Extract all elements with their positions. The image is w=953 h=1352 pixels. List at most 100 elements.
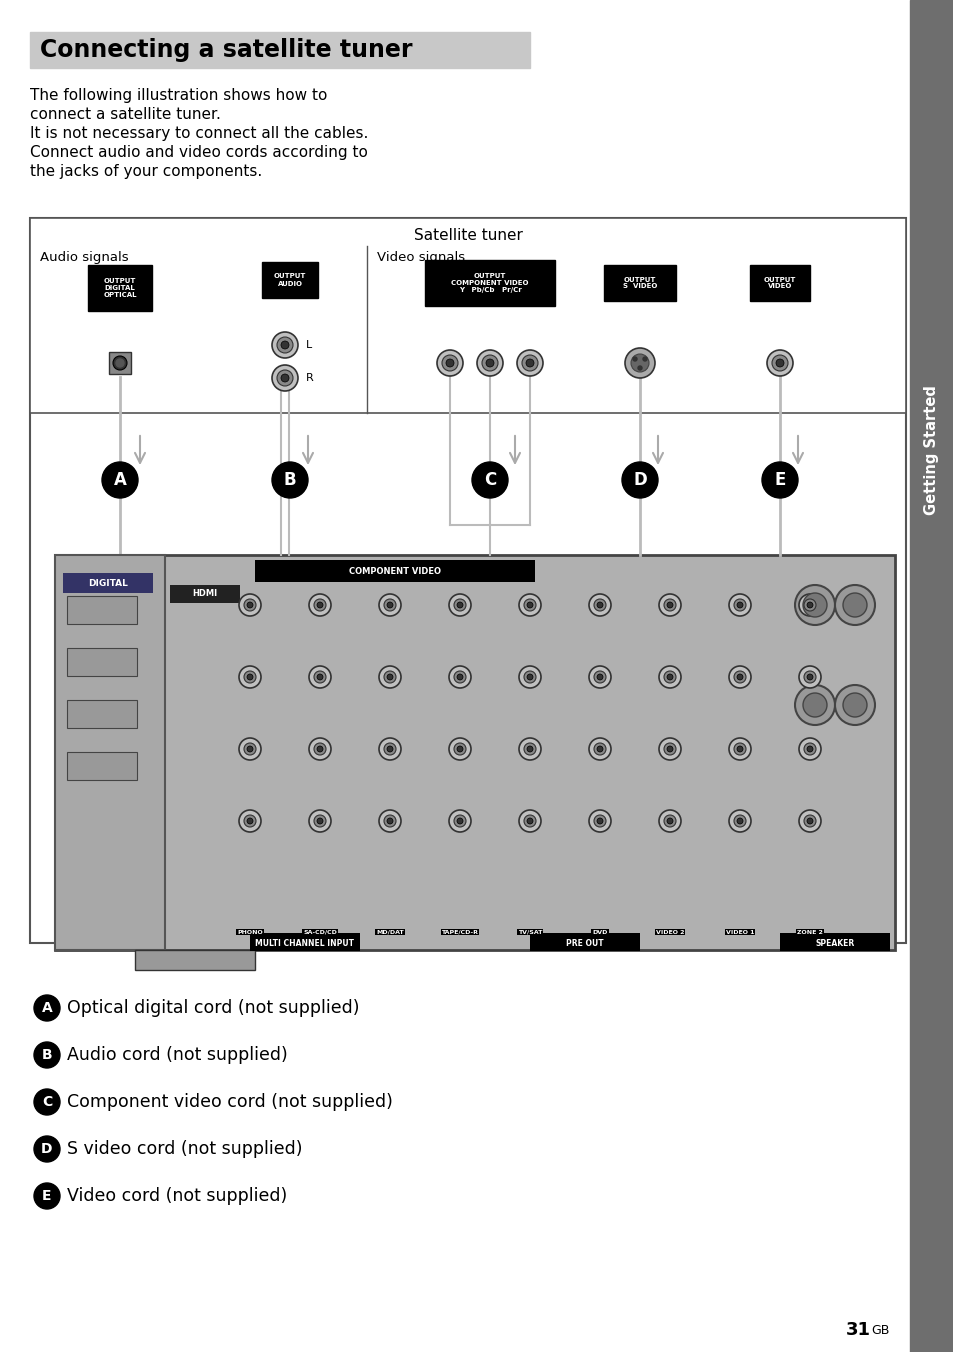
Circle shape	[456, 675, 462, 680]
Circle shape	[737, 675, 742, 680]
Circle shape	[803, 815, 815, 827]
Circle shape	[523, 599, 536, 611]
Circle shape	[728, 594, 750, 617]
Text: Connecting a satellite tuner: Connecting a satellite tuner	[40, 38, 412, 62]
Circle shape	[802, 594, 826, 617]
Circle shape	[472, 462, 507, 498]
Circle shape	[247, 675, 253, 680]
Circle shape	[384, 815, 395, 827]
Circle shape	[799, 667, 821, 688]
Text: connect a satellite tuner.: connect a satellite tuner.	[30, 107, 221, 122]
Circle shape	[803, 671, 815, 683]
Circle shape	[449, 594, 471, 617]
Circle shape	[454, 815, 465, 827]
Circle shape	[244, 744, 255, 754]
Text: Getting Started: Getting Started	[923, 385, 939, 515]
Circle shape	[659, 810, 680, 831]
Circle shape	[244, 815, 255, 827]
Bar	[67, 752, 137, 780]
Circle shape	[309, 667, 331, 688]
Circle shape	[316, 602, 323, 608]
Text: GB: GB	[870, 1324, 888, 1337]
Text: E: E	[774, 470, 785, 489]
Circle shape	[34, 1042, 60, 1068]
Text: A: A	[113, 470, 127, 489]
Circle shape	[378, 810, 400, 831]
Circle shape	[799, 594, 821, 617]
Circle shape	[518, 810, 540, 831]
Text: B: B	[283, 470, 296, 489]
Circle shape	[526, 602, 533, 608]
Circle shape	[239, 810, 261, 831]
Circle shape	[239, 738, 261, 760]
Circle shape	[588, 738, 610, 760]
Circle shape	[803, 599, 815, 611]
Text: COMPONENT VIDEO: COMPONENT VIDEO	[349, 566, 440, 576]
Circle shape	[761, 462, 797, 498]
Text: L: L	[306, 339, 312, 350]
Bar	[63, 573, 152, 594]
Circle shape	[799, 810, 821, 831]
Circle shape	[733, 744, 745, 754]
Text: S video cord (not supplied): S video cord (not supplied)	[67, 1140, 302, 1159]
Text: D: D	[41, 1142, 52, 1156]
Text: D: D	[633, 470, 646, 489]
Circle shape	[518, 594, 540, 617]
Circle shape	[247, 602, 253, 608]
Circle shape	[794, 585, 834, 625]
Text: OUTPUT
VIDEO: OUTPUT VIDEO	[763, 277, 796, 289]
Circle shape	[523, 744, 536, 754]
Circle shape	[806, 746, 812, 752]
Circle shape	[771, 356, 787, 370]
Text: 31: 31	[845, 1321, 870, 1338]
Circle shape	[728, 667, 750, 688]
Circle shape	[518, 667, 540, 688]
Circle shape	[806, 675, 812, 680]
Circle shape	[597, 818, 602, 823]
Circle shape	[733, 671, 745, 683]
Circle shape	[666, 675, 672, 680]
Circle shape	[663, 815, 676, 827]
Circle shape	[454, 599, 465, 611]
Circle shape	[314, 744, 326, 754]
Circle shape	[276, 370, 293, 387]
Bar	[530, 933, 639, 950]
Circle shape	[834, 685, 874, 725]
Circle shape	[456, 602, 462, 608]
Circle shape	[276, 337, 293, 353]
Circle shape	[272, 462, 308, 498]
Circle shape	[309, 594, 331, 617]
Text: DIGITAL: DIGITAL	[88, 579, 128, 588]
Circle shape	[247, 818, 253, 823]
Circle shape	[378, 738, 400, 760]
Text: The following illustration shows how to: The following illustration shows how to	[30, 88, 327, 103]
Circle shape	[387, 602, 393, 608]
Circle shape	[526, 675, 533, 680]
Circle shape	[384, 599, 395, 611]
Circle shape	[799, 738, 821, 760]
Bar	[30, 218, 905, 412]
Circle shape	[666, 602, 672, 608]
Bar	[109, 352, 131, 375]
Circle shape	[766, 350, 792, 376]
Text: OUTPUT
AUDIO: OUTPUT AUDIO	[274, 273, 306, 287]
Circle shape	[728, 738, 750, 760]
Text: PRE OUT: PRE OUT	[565, 938, 603, 948]
Text: OUTPUT
COMPONENT VIDEO
Y   Pb/Cb   Pr/Cr: OUTPUT COMPONENT VIDEO Y Pb/Cb Pr/Cr	[451, 273, 528, 293]
Circle shape	[316, 675, 323, 680]
Text: Video cord (not supplied): Video cord (not supplied)	[67, 1187, 287, 1205]
Circle shape	[116, 360, 124, 366]
Circle shape	[387, 675, 393, 680]
Circle shape	[281, 375, 289, 383]
Bar	[170, 585, 240, 603]
Circle shape	[239, 667, 261, 688]
Circle shape	[485, 360, 494, 366]
Circle shape	[521, 356, 537, 370]
Circle shape	[34, 995, 60, 1021]
Circle shape	[314, 671, 326, 683]
Circle shape	[239, 594, 261, 617]
Bar	[55, 556, 894, 950]
Text: VIDEO 1: VIDEO 1	[725, 930, 754, 934]
Circle shape	[624, 347, 655, 379]
Circle shape	[316, 818, 323, 823]
